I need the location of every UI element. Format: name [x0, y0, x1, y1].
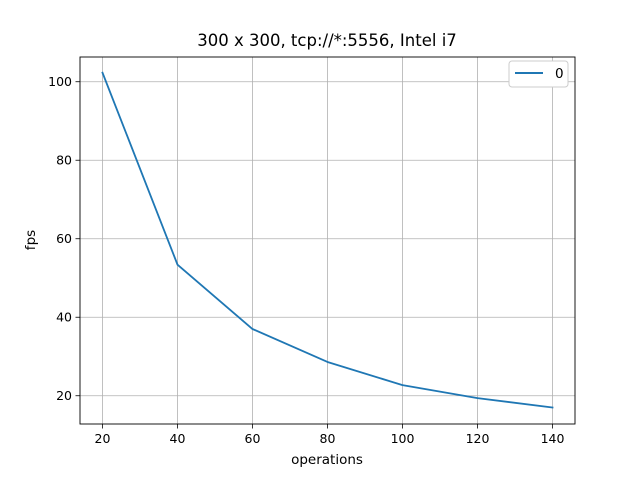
y-axis-label: fps [23, 230, 39, 250]
series-layer [101, 71, 554, 409]
y-tick-label: 60 [56, 231, 72, 246]
y-tick-label: 80 [56, 153, 72, 168]
axis-ticks: 20 40 60 80 100 120 140 20 40 60 80 100 [48, 74, 564, 446]
series-line [101, 71, 554, 409]
chart-title: 300 x 300, tcp://*:5556, Intel i7 [197, 31, 457, 50]
y-tick-label: 40 [56, 310, 72, 325]
x-tick-label: 80 [320, 431, 336, 446]
x-tick-label: 20 [95, 431, 111, 446]
x-tick-label: 120 [466, 431, 490, 446]
x-axis-label: operations [291, 452, 363, 468]
legend-label: 0 [555, 66, 564, 82]
x-tick-label: 40 [170, 431, 186, 446]
x-tick-label: 60 [245, 431, 261, 446]
x-tick-label: 100 [391, 431, 415, 446]
y-tick-label: 20 [56, 388, 72, 403]
legend: 0 [508, 60, 569, 88]
x-tick-label: 140 [541, 431, 565, 446]
grid-lines [80, 57, 575, 424]
y-tick-label: 100 [48, 74, 72, 89]
